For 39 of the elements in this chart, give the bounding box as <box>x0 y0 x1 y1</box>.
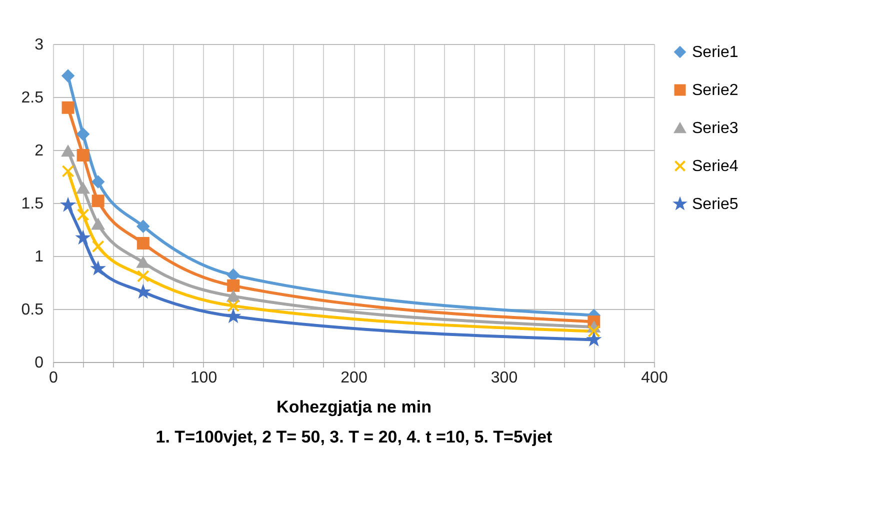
point <box>76 149 90 162</box>
point <box>62 164 74 178</box>
y-tick-label: 3 <box>34 36 44 54</box>
point <box>136 270 150 282</box>
text: 1. T=100vjet, 2 T= 50, 3. T = 20, 4. t =10, 5. T=5vjet <box>156 428 553 446</box>
point <box>92 240 104 253</box>
point <box>227 279 240 292</box>
point <box>136 220 150 233</box>
y-tick-label: 1 <box>34 248 44 266</box>
point <box>62 70 74 82</box>
point <box>227 300 240 312</box>
x-tick-label: 0 <box>49 370 58 386</box>
point <box>76 182 90 194</box>
point <box>136 256 150 268</box>
x-tick-label: 400 <box>641 370 668 386</box>
point <box>76 128 90 140</box>
x-tick-label: 300 <box>490 370 518 386</box>
legend-label: Serie5 <box>692 196 738 213</box>
x-tick-label: 200 <box>340 370 368 386</box>
point <box>136 237 150 250</box>
y-tick-label: 1.5 <box>21 196 44 212</box>
point <box>92 218 104 230</box>
x-tick-label: 100 <box>190 370 218 386</box>
point <box>92 176 104 188</box>
y-tick-label: 0.5 <box>21 302 44 318</box>
y-tick-label: 2 <box>34 142 44 160</box>
legend-label: Serie1 <box>692 44 738 61</box>
y-tick-label: 0 <box>34 354 44 372</box>
point <box>92 194 104 208</box>
legend-label: Serie3 <box>692 120 738 137</box>
legend-label: Serie2 <box>692 82 738 99</box>
y-tick-label: 2.5 <box>21 90 44 106</box>
legend-label: Serie4 <box>692 158 738 175</box>
point <box>62 101 74 114</box>
point <box>62 146 74 157</box>
point <box>76 208 90 221</box>
point <box>588 325 600 338</box>
x-axis-title: Kohezgjatja ne min <box>276 398 432 416</box>
point <box>227 290 240 302</box>
